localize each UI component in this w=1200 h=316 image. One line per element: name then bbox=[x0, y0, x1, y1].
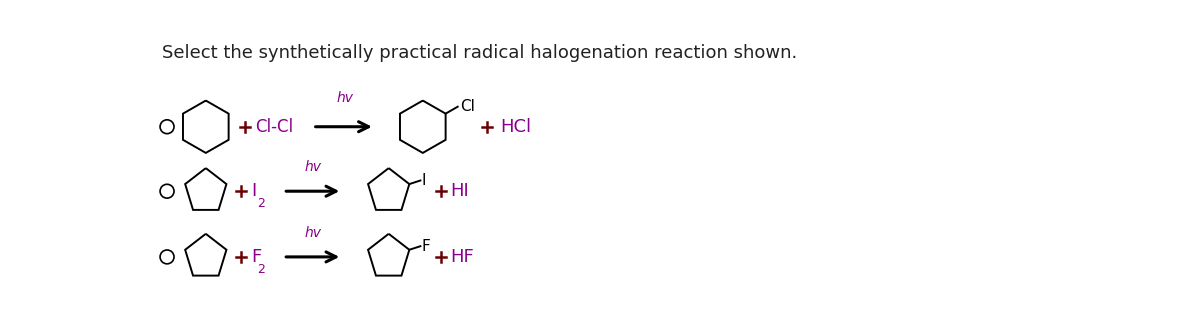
Text: F: F bbox=[422, 239, 431, 254]
Text: Select the synthetically practical radical halogenation reaction shown.: Select the synthetically practical radic… bbox=[162, 44, 797, 62]
Text: 2: 2 bbox=[257, 198, 265, 210]
Text: HF: HF bbox=[451, 248, 474, 266]
Text: Cl-Cl: Cl-Cl bbox=[254, 118, 293, 136]
Text: hv: hv bbox=[305, 226, 322, 240]
Text: Cl: Cl bbox=[460, 99, 475, 114]
Text: F: F bbox=[252, 248, 262, 266]
Text: hv: hv bbox=[337, 91, 354, 105]
Text: HCl: HCl bbox=[500, 118, 532, 136]
Text: 2: 2 bbox=[257, 263, 265, 276]
Text: I: I bbox=[422, 173, 426, 188]
Text: hv: hv bbox=[305, 160, 322, 174]
Text: I: I bbox=[252, 182, 257, 200]
Text: HI: HI bbox=[451, 182, 469, 200]
